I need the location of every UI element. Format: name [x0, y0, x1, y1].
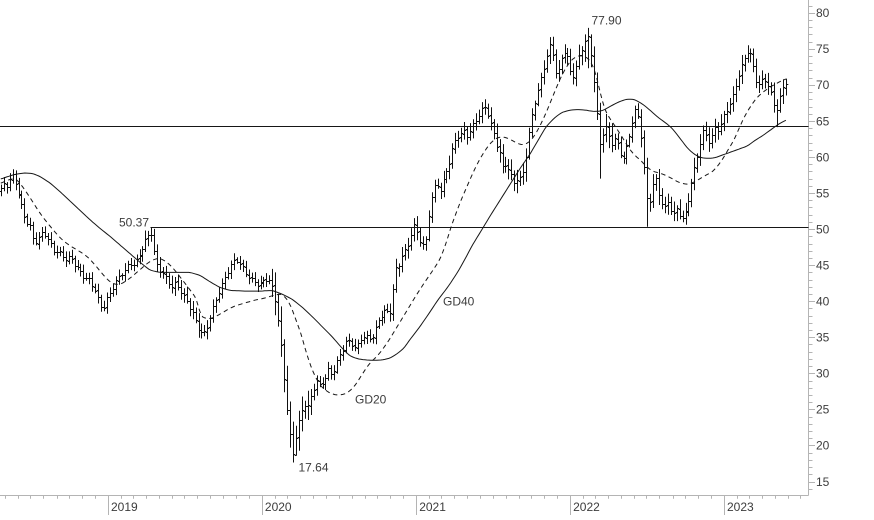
- svg-text:60: 60: [816, 150, 830, 164]
- svg-text:17.64: 17.64: [298, 461, 328, 475]
- svg-text:2019: 2019: [111, 500, 138, 514]
- svg-text:65: 65: [816, 114, 830, 128]
- svg-text:55: 55: [816, 186, 830, 200]
- svg-text:2020: 2020: [265, 500, 292, 514]
- svg-text:50.37: 50.37: [119, 216, 149, 230]
- svg-text:20: 20: [816, 439, 830, 453]
- svg-text:30: 30: [816, 367, 830, 381]
- svg-text:2021: 2021: [419, 500, 446, 514]
- svg-text:15: 15: [816, 475, 830, 489]
- svg-text:45: 45: [816, 259, 830, 273]
- svg-text:35: 35: [816, 331, 830, 345]
- svg-text:GD20: GD20: [355, 393, 387, 407]
- svg-text:40: 40: [816, 295, 830, 309]
- svg-text:GD40: GD40: [443, 295, 475, 309]
- svg-text:75: 75: [816, 42, 830, 56]
- svg-text:2022: 2022: [573, 500, 600, 514]
- svg-text:50: 50: [816, 222, 830, 236]
- svg-text:80: 80: [816, 6, 830, 20]
- svg-text:2023: 2023: [727, 500, 754, 514]
- svg-text:70: 70: [816, 78, 830, 92]
- svg-text:77.90: 77.90: [591, 14, 621, 28]
- svg-text:25: 25: [816, 403, 830, 417]
